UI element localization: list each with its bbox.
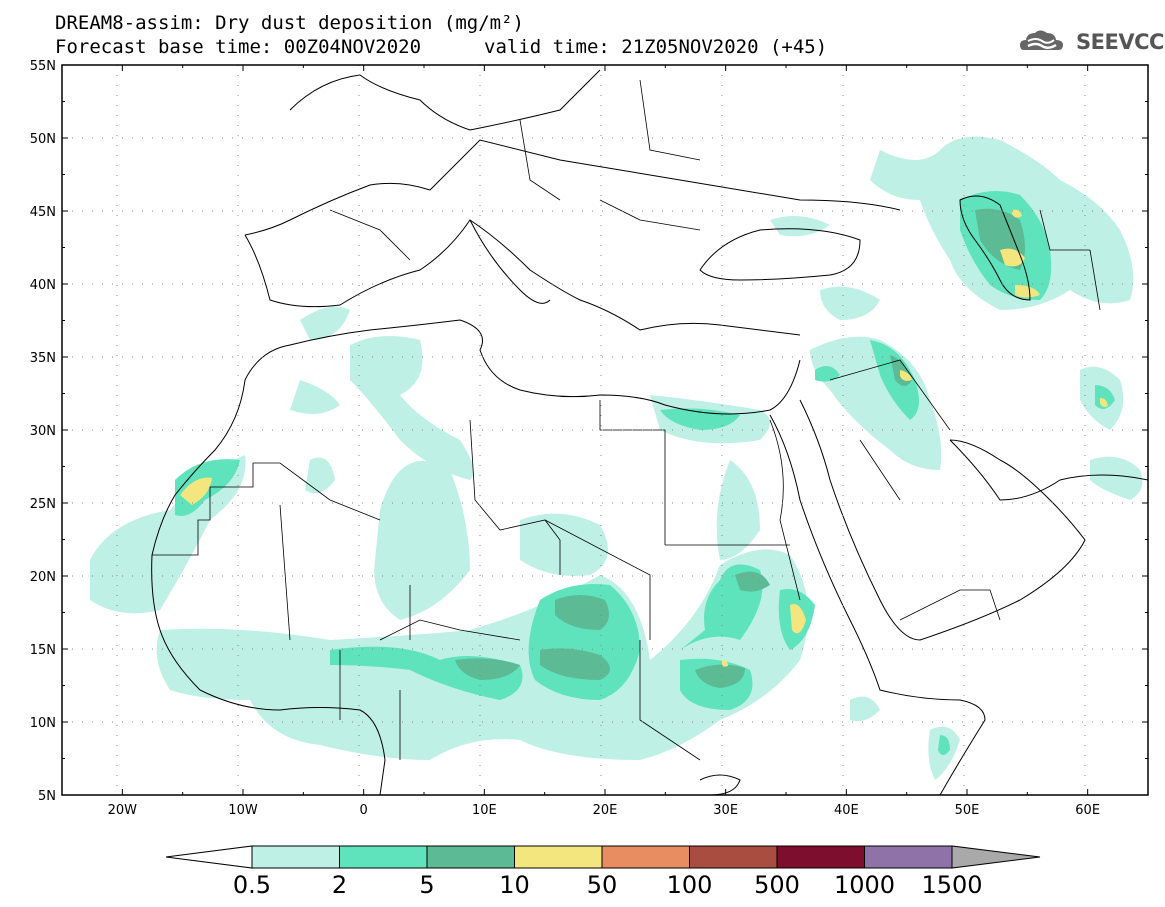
map-area [62,65,1148,795]
coastlines [151,69,1148,795]
lon-label: 10E [472,803,497,818]
colorbar-label: 50 [587,871,618,899]
colorbar: 0.5 2 5 10 50 100 500 1000 1500 [165,845,1041,899]
lat-label: 55N [30,59,56,74]
longitude-axis: 20W 10W 0 10E 20E 30E 40E 50E 60E [108,65,1100,818]
colorbar-label: 100 [667,871,713,899]
colorbar-label: 2 [332,871,347,899]
lat-label: 45N [30,205,56,220]
lon-label: 40E [834,803,859,818]
colorbar-swatch [776,845,865,869]
latitude-axis: 55N 50N 45N 40N 35N 30N 25N 20N 15N 10N 5N [30,59,1148,804]
colorbar-label: 1500 [921,871,982,899]
lat-label: 50N [30,132,56,147]
logo-text: SEEVCCC [1076,30,1165,54]
colorbar-swatch [426,845,515,869]
lon-label: 30E [713,803,738,818]
colorbar-swatch [601,845,690,869]
lat-label: 35N [30,351,56,366]
colorbar-label: 500 [754,871,800,899]
lon-label: 50E [955,803,980,818]
forecast-base-time: Forecast base time: 00Z04NOV2020 [55,36,422,58]
colorbar-label: 0.5 [233,871,271,899]
lat-label: 15N [30,643,56,658]
lon-label: 0 [360,803,368,818]
map-title: DREAM8-assim: Dry dust deposition (mg/m²… [55,12,524,34]
colorbar-swatch [689,845,778,869]
lat-label: 20N [30,570,56,585]
valid-time: valid time: 21Z05NOV2020 (+45) [484,36,828,58]
colorbar-label: 10 [499,871,530,899]
lon-label: 60E [1075,803,1100,818]
colorbar-under-arrow [165,845,253,869]
colorbar-over-arrow [951,845,1041,869]
colorbar-label: 1000 [834,871,895,899]
cloud-icon [1020,30,1063,50]
lat-label: 10N [30,716,56,731]
colorbar-swatch [339,845,428,869]
colorbar-label: 5 [419,871,434,899]
lon-label: 20W [108,803,138,818]
lon-label: 20E [593,803,618,818]
colorbar-swatch [514,845,603,869]
lat-label: 30N [30,424,56,439]
map-grid [62,65,1148,795]
lat-label: 5N [38,789,56,804]
colorbar-swatch [251,845,340,869]
lon-label: 10W [228,803,258,818]
lat-label: 25N [30,497,56,512]
country-borders [152,79,1101,761]
lat-label: 40N [30,278,56,293]
colorbar-swatch [864,845,953,869]
